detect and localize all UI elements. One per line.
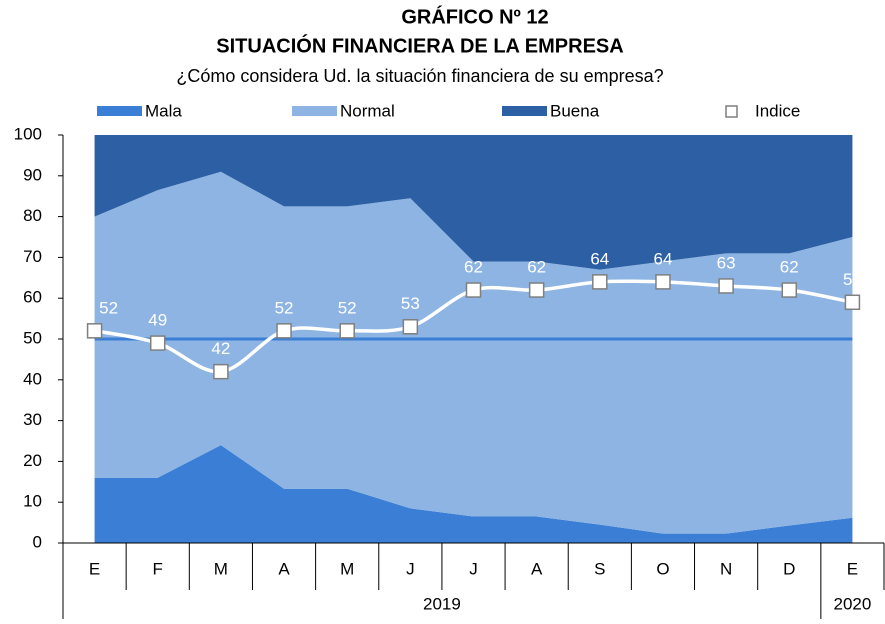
index-marker — [149, 335, 166, 351]
index-marker — [339, 323, 355, 339]
x-tick-label: M — [214, 559, 228, 578]
y-tick-label: 0 — [33, 532, 42, 551]
data-label: 62 — [464, 258, 483, 277]
legend-label: Mala — [145, 101, 182, 120]
legend-swatch — [97, 106, 142, 116]
area — [94, 171, 853, 534]
y-tick-label: 70 — [23, 247, 42, 266]
data-label: 63 — [717, 253, 736, 272]
index-marker — [86, 323, 103, 339]
y-tick-label: 100 — [14, 124, 42, 143]
data-label: 62 — [780, 258, 799, 277]
chart-question: ¿Cómo considera Ud. la situación financi… — [176, 66, 663, 86]
data-label: 52 — [99, 298, 118, 317]
x-tick-label: N — [720, 559, 732, 578]
x-tick-label: E — [847, 559, 858, 578]
x-tick-label: A — [278, 559, 290, 578]
x-tick-label: D — [783, 559, 795, 578]
index-marker — [655, 274, 671, 290]
legend-label: Indice — [755, 101, 800, 120]
x-tick-label: E — [89, 559, 100, 578]
legend-swatch — [292, 106, 337, 116]
index-marker — [781, 282, 798, 298]
chart-title: GRÁFICO Nº 12 — [401, 5, 548, 28]
index-marker — [592, 274, 608, 290]
area — [94, 445, 853, 543]
index-marker — [213, 363, 229, 380]
y-tick-label: 90 — [23, 165, 42, 184]
x-tick-label: F — [153, 559, 163, 578]
x-tick-label: J — [469, 559, 478, 578]
data-label: 62 — [527, 258, 546, 277]
index-marker — [718, 278, 734, 294]
y-tick-label: 80 — [23, 206, 42, 225]
y-tick-label: 10 — [23, 492, 42, 511]
x-tick-label: J — [406, 559, 415, 578]
y-tick-label: 20 — [23, 451, 42, 470]
data-label: 64 — [654, 249, 673, 268]
legend-label: Buena — [550, 101, 600, 120]
x-tick-label: O — [656, 559, 669, 578]
data-label: 42 — [211, 339, 230, 358]
y-tick-label: 50 — [23, 328, 42, 347]
y-tick-label: 30 — [23, 410, 42, 429]
data-label: 64 — [590, 249, 609, 268]
x-tick-label: M — [340, 559, 354, 578]
y-tick-label: 60 — [23, 288, 42, 307]
index-marker — [402, 319, 419, 335]
data-label: 52 — [338, 298, 357, 317]
index-marker — [276, 323, 292, 339]
year-label: 2019 — [423, 594, 461, 613]
data-label: 49 — [148, 311, 167, 330]
data-label: 52 — [275, 298, 294, 317]
index-marker — [844, 294, 861, 311]
legend-label: Normal — [340, 101, 395, 120]
chart-subtitle: SITUACIÓN FINANCIERA DE LA EMPRESA — [216, 33, 623, 57]
legend-marker — [725, 105, 738, 118]
area — [94, 135, 853, 270]
year-label: 2020 — [834, 594, 872, 613]
index-marker — [465, 282, 482, 298]
x-tick-label: S — [594, 559, 605, 578]
data-label: 53 — [401, 294, 420, 313]
data-label: 59 — [843, 270, 862, 289]
index-marker — [528, 282, 545, 298]
legend-swatch — [502, 106, 547, 116]
x-tick-label: A — [531, 559, 543, 578]
y-tick-label: 40 — [23, 369, 42, 388]
